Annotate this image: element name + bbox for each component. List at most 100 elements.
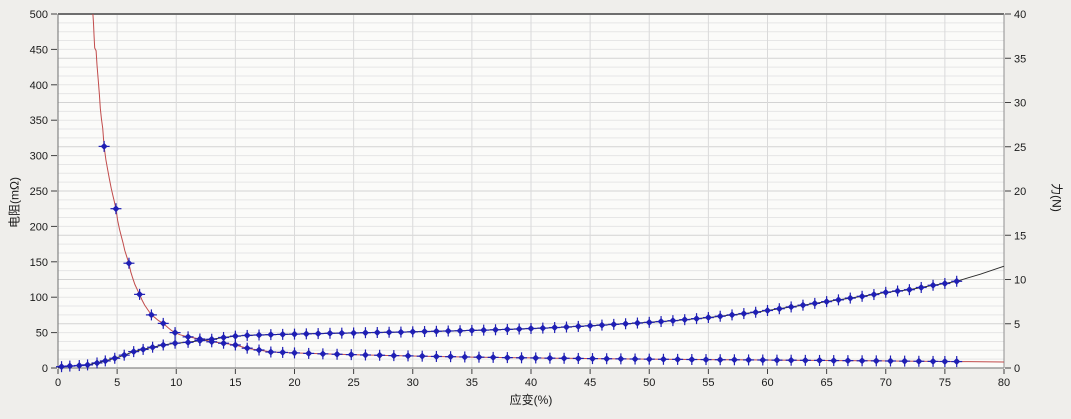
resistance-marker	[159, 319, 167, 327]
resistance-marker	[702, 356, 710, 364]
force-marker	[846, 294, 854, 302]
y-left-tick-label: 350	[30, 115, 48, 127]
resistance-marker	[279, 348, 287, 356]
resistance-marker	[631, 355, 639, 363]
resistance-marker	[759, 356, 767, 364]
force-marker	[586, 322, 594, 330]
y-left-tick-label: 50	[36, 328, 48, 340]
force-marker	[111, 354, 119, 362]
force-marker	[302, 330, 310, 338]
force-marker	[171, 339, 179, 347]
resistance-marker	[347, 351, 355, 359]
force-marker	[598, 321, 606, 329]
resistance-marker	[745, 356, 753, 364]
resistance-marker	[532, 354, 540, 362]
resistance-marker	[546, 354, 554, 362]
resistance-marker	[560, 354, 568, 362]
force-marker	[610, 320, 618, 328]
resistance-marker	[872, 357, 880, 365]
force-marker	[515, 325, 523, 333]
resistance-marker	[588, 355, 596, 363]
force-marker	[93, 359, 101, 367]
resistance-marker	[291, 349, 298, 357]
resistance-marker	[361, 351, 369, 359]
resistance-marker	[319, 350, 327, 358]
resistance-marker	[901, 357, 909, 365]
resistance-marker	[390, 352, 398, 360]
force-marker	[728, 311, 736, 319]
resistance-marker	[915, 357, 923, 365]
x-tick-label: 60	[761, 377, 773, 389]
force-marker	[622, 320, 630, 328]
force-marker	[267, 331, 275, 339]
resistance-marker	[171, 329, 179, 337]
y-left-tick-label: 250	[30, 186, 48, 198]
x-tick-label: 0	[55, 377, 61, 389]
resistance-marker	[503, 354, 511, 362]
force-marker	[799, 301, 807, 309]
force-marker	[527, 325, 535, 333]
resistance-marker	[404, 352, 412, 360]
x-tick-label: 75	[939, 377, 951, 389]
force-marker	[870, 291, 878, 299]
x-tick-label: 45	[584, 377, 596, 389]
force-marker	[468, 326, 476, 334]
resistance-marker	[816, 356, 824, 364]
force-marker	[858, 292, 866, 300]
force-marker	[823, 298, 831, 306]
force-marker	[184, 338, 192, 346]
force-marker	[196, 337, 204, 345]
force-marker	[159, 341, 167, 349]
resistance-marker	[603, 355, 611, 363]
y-right-tick-label: 15	[1014, 230, 1026, 242]
resistance-marker	[773, 356, 781, 364]
resistance-marker	[231, 341, 239, 349]
force-marker	[220, 333, 228, 341]
force-marker	[905, 286, 913, 294]
resistance-marker	[830, 357, 838, 365]
force-marker	[716, 312, 724, 320]
resistance-marker	[125, 259, 133, 267]
y-right-tick-label: 40	[1014, 9, 1026, 21]
force-marker	[894, 287, 902, 295]
resistance-marker	[447, 353, 455, 361]
y-right-tick-label: 25	[1014, 142, 1026, 154]
resistance-marker	[461, 353, 469, 361]
resistance-marker	[787, 356, 795, 364]
force-marker	[882, 288, 890, 296]
resistance-marker	[475, 353, 483, 361]
force-marker	[752, 308, 760, 316]
x-tick-label: 70	[880, 377, 892, 389]
resistance-marker	[617, 355, 625, 363]
y-left-tick-label: 500	[30, 9, 48, 21]
resistance-marker	[929, 357, 937, 365]
x-tick-label: 50	[643, 377, 655, 389]
resistance-marker	[112, 205, 120, 213]
force-marker	[704, 314, 712, 322]
force-marker	[444, 327, 452, 335]
resistance-marker	[243, 344, 251, 352]
force-marker	[350, 329, 358, 337]
force-marker	[75, 362, 83, 370]
force-marker	[787, 303, 795, 311]
force-marker	[421, 328, 429, 336]
force-marker	[385, 328, 393, 336]
force-marker	[432, 327, 440, 335]
y-left-tick-label: 300	[30, 151, 48, 163]
resistance-marker	[333, 350, 341, 358]
force-marker	[633, 319, 641, 327]
force-marker	[208, 335, 216, 343]
force-marker	[740, 310, 748, 318]
force-marker	[834, 296, 842, 304]
y-right-tick-label: 30	[1014, 98, 1026, 110]
force-marker	[456, 327, 464, 335]
x-tick-label: 15	[229, 377, 241, 389]
force-marker	[243, 331, 251, 339]
force-marker	[657, 318, 665, 326]
force-marker	[361, 329, 369, 337]
force-marker	[480, 326, 488, 334]
resistance-marker	[255, 346, 263, 354]
force-marker	[551, 324, 559, 332]
